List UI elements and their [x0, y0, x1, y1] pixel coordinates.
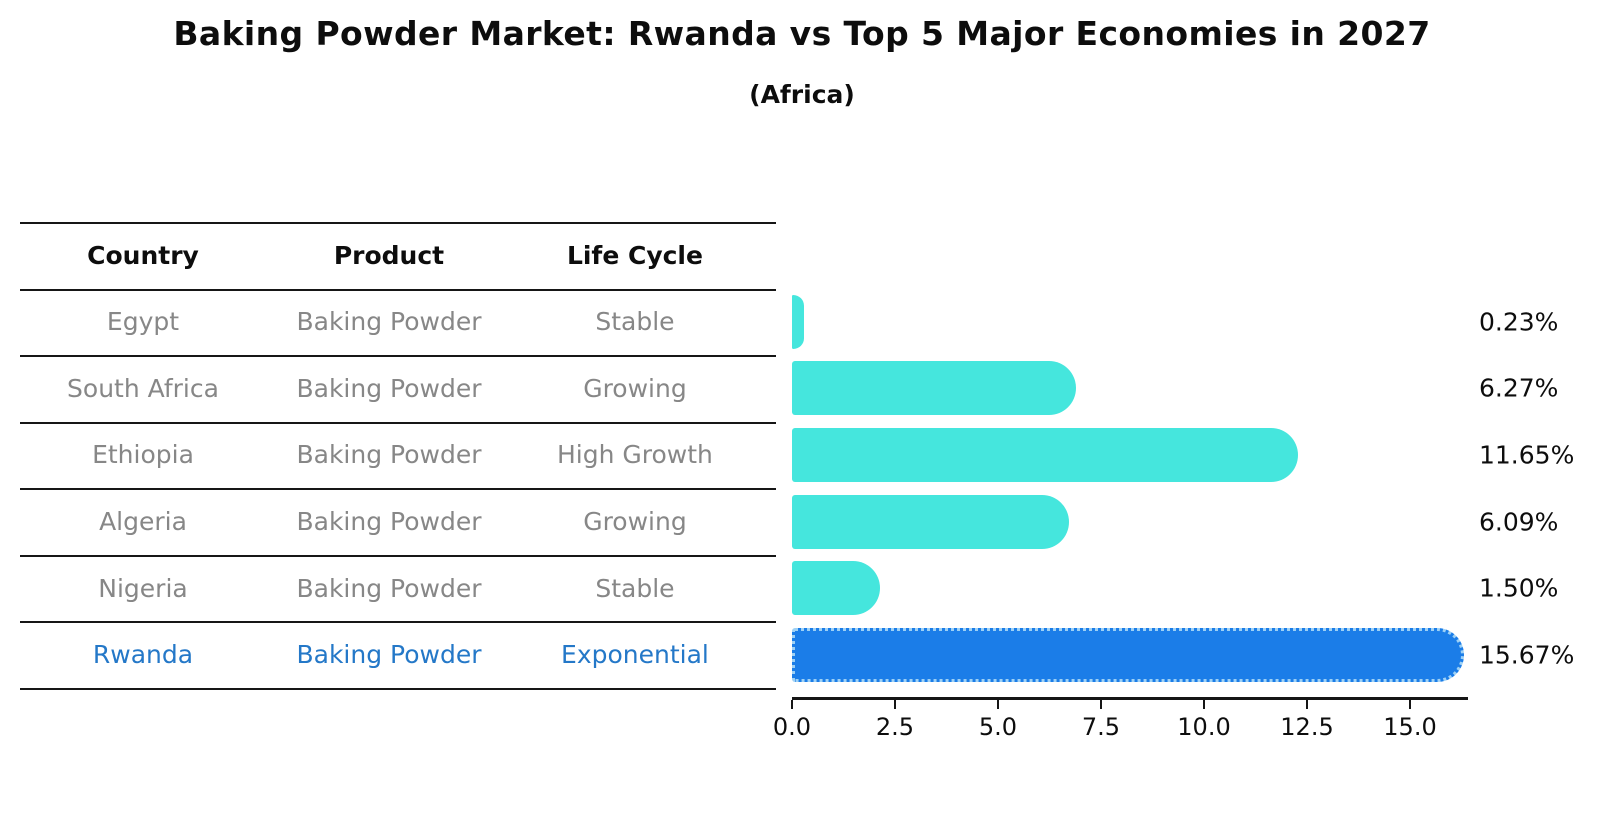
separator-line — [20, 222, 776, 224]
x-tick — [997, 700, 999, 709]
separator-line — [20, 355, 776, 358]
table-cell-life-cycle: Growing — [583, 373, 687, 403]
separator-line — [20, 554, 776, 557]
table-cell-product: Baking Powder — [296, 640, 482, 670]
table-cell-country: Rwanda — [92, 640, 194, 670]
separator-line — [20, 288, 776, 291]
value-label-ethiopia: 11.65% — [1479, 440, 1575, 470]
bar-nigeria — [792, 561, 880, 616]
column-header-life-cycle: Life Cycle — [566, 240, 703, 270]
table-row-egypt: Egypt Baking Powder Stable — [20, 289, 758, 356]
chart-title: Baking Powder Market: Rwanda vs Top 5 Ma… — [173, 14, 1431, 53]
x-tick — [1100, 700, 1102, 709]
bar-ethiopia — [792, 427, 1298, 482]
value-label-south-africa: 6.27% — [1479, 373, 1559, 403]
x-tick-label: 12.5 — [1280, 713, 1334, 741]
value-label-rwanda: 15.67% — [1479, 640, 1575, 670]
table-row-nigeria: Nigeria Baking Powder Stable — [20, 555, 758, 622]
value-label-egypt: 0.23% — [1479, 307, 1559, 337]
table-row-ethiopia: Ethiopia Baking Powder High Growth — [20, 422, 758, 489]
table-cell-country: Nigeria — [98, 573, 188, 603]
table-header-row: Country Product Life Cycle — [20, 222, 758, 289]
separator-line — [20, 621, 776, 624]
separator-line — [20, 687, 776, 690]
table-cell-life-cycle: Stable — [595, 573, 675, 603]
x-tick-label: 2.5 — [875, 713, 915, 741]
table-row-rwanda: Rwanda Baking Powder Exponential — [20, 621, 758, 688]
x-tick — [791, 700, 793, 709]
x-tick-label: 10.0 — [1177, 713, 1231, 741]
table-cell-country: South Africa — [67, 373, 219, 403]
bar-south-africa — [792, 361, 1077, 416]
table-row-south-africa: South Africa Baking Powder Growing — [20, 355, 758, 422]
x-tick — [894, 700, 896, 709]
table-cell-country: Ethiopia — [92, 440, 194, 470]
x-tick-label: 5.0 — [978, 713, 1018, 741]
chart-subtitle: (Africa) — [749, 80, 855, 109]
table-cell-life-cycle: Stable — [595, 307, 675, 337]
column-header-country: Country — [87, 240, 199, 270]
value-label-algeria: 6.09% — [1479, 507, 1559, 537]
x-tick-label: 15.0 — [1383, 713, 1437, 741]
table-cell-life-cycle: Exponential — [561, 640, 709, 670]
bar-egypt — [792, 294, 805, 349]
x-axis-line — [792, 697, 1468, 700]
table-cell-product: Baking Powder — [296, 573, 482, 603]
table-cell-country: Algeria — [99, 507, 187, 537]
table-cell-life-cycle: High Growth — [557, 440, 713, 470]
table-row-algeria: Algeria Baking Powder Growing — [20, 488, 758, 555]
table-cell-product: Baking Powder — [296, 307, 482, 337]
x-tick-label: 7.5 — [1081, 713, 1121, 741]
separator-line — [20, 421, 776, 424]
table-cell-product: Baking Powder — [296, 440, 482, 470]
bar-algeria — [792, 494, 1069, 549]
separator-line — [20, 488, 776, 491]
table-cell-country: Egypt — [106, 307, 180, 337]
value-label-nigeria: 1.50% — [1479, 573, 1559, 603]
x-tick — [1306, 700, 1308, 709]
table-cell-product: Baking Powder — [296, 373, 482, 403]
table-cell-product: Baking Powder — [296, 507, 482, 537]
column-header-product: Product — [333, 240, 445, 270]
table-cell-life-cycle: Growing — [583, 507, 687, 537]
x-tick-label: 0.0 — [772, 713, 812, 741]
bar-rwanda — [792, 627, 1464, 682]
x-tick — [1203, 700, 1205, 709]
x-tick — [1409, 700, 1411, 709]
